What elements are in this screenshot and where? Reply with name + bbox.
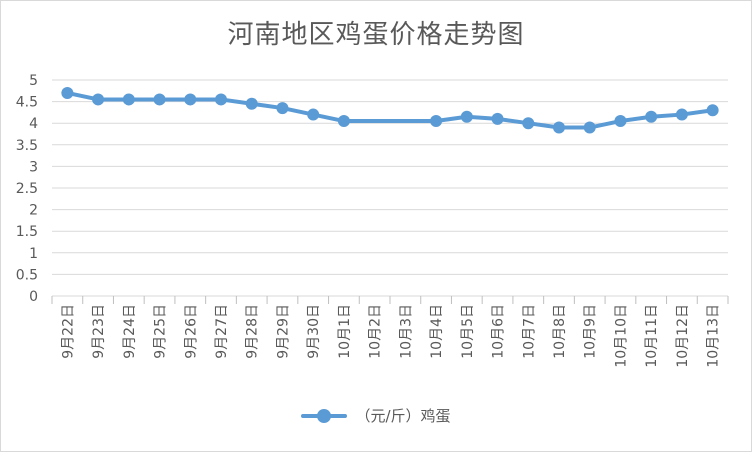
y-tick-label: 2.5: [16, 181, 38, 197]
data-point: [430, 115, 443, 128]
data-point: [645, 110, 658, 123]
data-point: [706, 104, 719, 117]
data-point: [491, 112, 504, 125]
x-tick-label: 9月23日: [91, 304, 107, 359]
x-tick-label: 9月29日: [275, 304, 291, 359]
data-point: [337, 115, 350, 128]
x-tick-label: 10月10日: [613, 304, 629, 368]
x-tick-label: 10月1日: [337, 304, 353, 359]
data-point: [184, 93, 197, 106]
data-point: [583, 121, 596, 134]
x-tick-label: 10月2日: [368, 304, 384, 359]
x-tick-label: 9月30日: [306, 304, 322, 359]
x-tick-label: 9月26日: [183, 304, 199, 359]
data-point: [276, 102, 289, 115]
y-tick-label: 3: [29, 159, 38, 175]
x-tick-label: 10月13日: [706, 304, 722, 368]
y-tick-label: 0.5: [16, 267, 38, 283]
legend-marker-icon: [301, 408, 348, 424]
data-point: [553, 121, 565, 134]
data-point: [61, 86, 74, 99]
x-tick-label: 9月22日: [60, 304, 76, 359]
y-tick-label: 1.5: [16, 224, 38, 240]
data-point: [614, 115, 627, 128]
data-point: [92, 93, 105, 106]
x-tick-label: 10月8日: [552, 304, 568, 359]
legend: （元/斤）鸡蛋: [0, 405, 752, 426]
y-tick-label: 4.5: [16, 95, 38, 111]
x-tick-label: 10月7日: [521, 304, 537, 359]
x-tick-label: 10月11日: [644, 304, 660, 368]
legend-label: （元/斤）鸡蛋: [355, 407, 451, 425]
y-tick-label: 0: [29, 289, 38, 305]
x-tick-label: 9月25日: [153, 304, 169, 359]
x-tick-label: 10月9日: [583, 304, 599, 359]
x-tick-label: 9月27日: [214, 304, 230, 359]
x-tick-label: 10月4日: [429, 304, 445, 359]
data-point: [153, 93, 166, 106]
x-tick-label: 10月6日: [491, 304, 507, 359]
data-point: [215, 93, 227, 106]
y-tick-label: 4: [29, 116, 38, 132]
x-tick-label: 10月3日: [398, 304, 414, 359]
y-tick-label: 1: [29, 246, 38, 262]
y-tick-label: 3.5: [16, 138, 38, 154]
y-tick-label: 2: [29, 203, 38, 219]
x-tick-label: 9月24日: [122, 304, 138, 359]
data-point: [522, 117, 535, 130]
data-point: [122, 93, 135, 106]
x-tick-label: 9月28日: [245, 304, 261, 359]
y-tick-label: 5: [29, 73, 38, 89]
data-point: [460, 110, 473, 123]
x-tick-label: 10月5日: [460, 304, 476, 359]
data-point: [245, 97, 258, 110]
data-point: [307, 108, 320, 121]
chart-title: 河南地区鸡蛋价格走势图: [227, 20, 525, 50]
data-point: [675, 108, 688, 121]
x-tick-label: 10月12日: [675, 304, 691, 368]
